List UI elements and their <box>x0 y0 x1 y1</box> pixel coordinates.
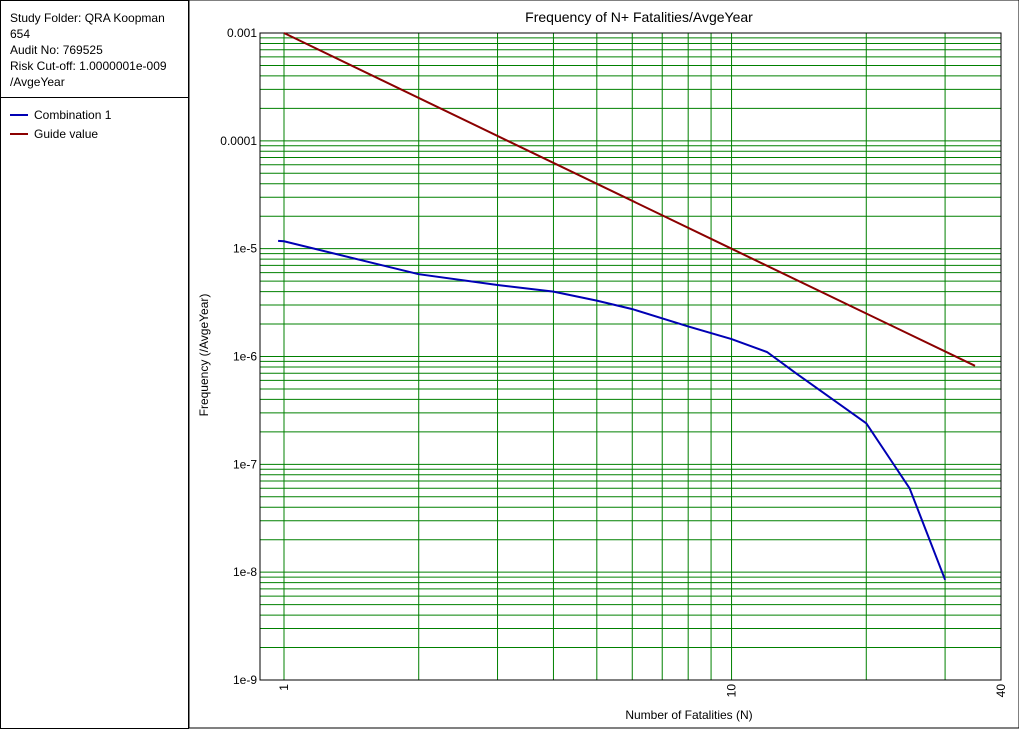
plot-frame <box>259 32 1002 681</box>
series-line-combination-1 <box>278 239 947 581</box>
legend-entry-guide-value: Guide value <box>10 126 98 142</box>
legend-swatch-combination-1 <box>10 114 28 116</box>
legend-label-guide-value: Guide value <box>34 127 99 141</box>
y-tick-label: 0.001 <box>227 26 257 40</box>
grid-layer <box>260 32 1002 681</box>
legend-swatch-guide-value <box>10 133 28 135</box>
tick-label-layer: 0.001 0.0001 1e-5 1e-6 1e-7 1e-8 1e-9 1 10 40 <box>220 26 1008 697</box>
y-tick-label: 1e-8 <box>233 565 257 579</box>
x-tick-label: 10 <box>725 684 739 698</box>
left-panel: Study Folder: QRA Koopman 654 Audit No: … <box>0 0 189 729</box>
y-tick-label: 1e-6 <box>233 350 257 364</box>
y-tick-label: 1e-7 <box>233 457 257 471</box>
x-axis-label: Number of Fatalities (N) <box>625 708 752 722</box>
legend-label-combination-1: Combination 1 <box>34 108 112 122</box>
x-tick-label: 1 <box>277 684 291 691</box>
y-tick-label: 1e-5 <box>233 242 257 256</box>
legend-entry-combination-1: Combination 1 <box>10 107 111 123</box>
series-layer <box>278 32 976 581</box>
study-folder-number-line: 654 <box>10 27 31 41</box>
study-folder-line: Study Folder: QRA Koopman <box>10 11 165 25</box>
chart-title: Frequency of N+ Fatalities/AvgeYear <box>525 9 753 25</box>
y-tick-label: 1e-9 <box>233 673 257 687</box>
y-axis-label: Frequency (/AvgeYear) <box>197 294 211 417</box>
series-line-guide-value <box>283 32 976 367</box>
risk-cutoff-line: Risk Cut-off: 1.0000001e-009 <box>10 59 167 73</box>
y-tick-label: 0.0001 <box>220 134 257 148</box>
risk-cutoff-unit-line: /AvgeYear <box>10 75 65 89</box>
study-info-box: Study Folder: QRA Koopman 654 Audit No: … <box>1 1 188 98</box>
chart-area: Frequency of N+ Fatalities/AvgeYear 0.00… <box>189 0 1019 729</box>
audit-number-line: Audit No: 769525 <box>10 43 103 57</box>
x-tick-label: 40 <box>994 684 1008 698</box>
